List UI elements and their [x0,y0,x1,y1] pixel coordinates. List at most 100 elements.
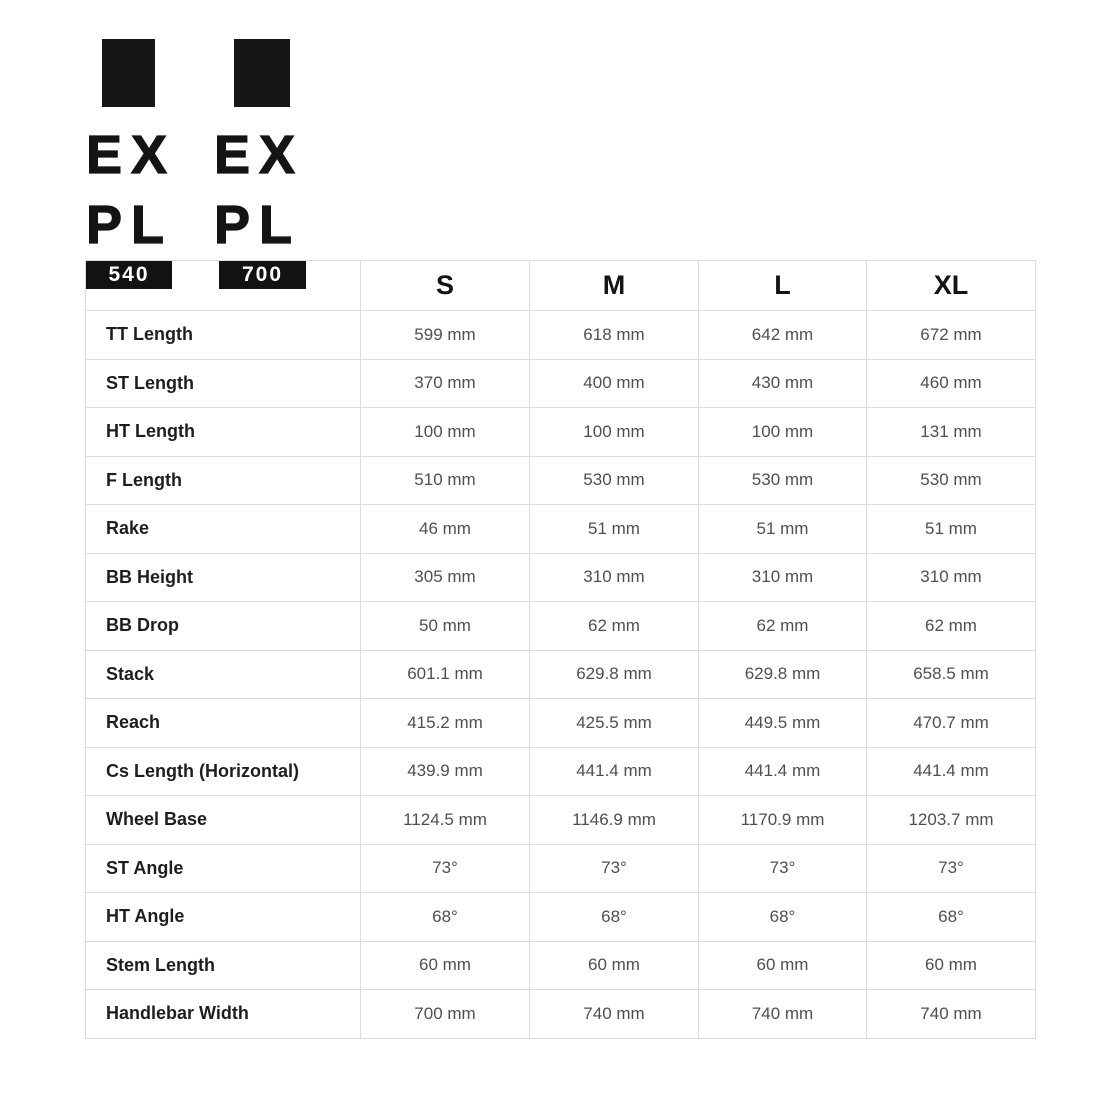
logo-wordmark-line2-700: PL [213,195,302,255]
cell-value: 658.5 mm [866,649,1036,699]
table-row: Handlebar Width 700 mm 740 mm 740 mm 740 mm [85,989,1036,1039]
cell-value: 60 mm [698,940,867,990]
row-label: Handlebar Width [85,989,361,1039]
cell-value: 51 mm [866,504,1036,554]
cell-value: 1146.9 mm [529,795,699,845]
size-column-header-xl: XL [866,260,1036,311]
cell-value: 68° [529,892,699,942]
model-badge-700: 700 [219,261,306,289]
table-row: Stem Length 60 mm 60 mm 60 mm 60 mm [85,940,1036,990]
cell-value: 629.8 mm [529,649,699,699]
row-label: ST Length [85,358,361,408]
row-label: Rake [85,504,361,554]
cell-value: 60 mm [529,940,699,990]
cell-value: 1124.5 mm [360,795,530,845]
cell-value: 62 mm [698,601,867,651]
cell-value: 672 mm [866,310,1036,360]
cell-value: 131 mm [866,407,1036,457]
cell-value: 46 mm [360,504,530,554]
table-row: Reach 415.2 mm 425.5 mm 449.5 mm 470.7 mm [85,698,1036,748]
cell-value: 700 mm [360,989,530,1039]
model-badge-540: 540 [86,261,172,289]
cell-value: 62 mm [866,601,1036,651]
cell-value: 1203.7 mm [866,795,1036,845]
row-label: TT Length [85,310,361,360]
cell-value: 599 mm [360,310,530,360]
row-label: HT Angle [85,892,361,942]
cell-value: 370 mm [360,358,530,408]
geometry-table: S M L XL TT Length 599 mm 618 mm 642 mm 672 mm S… [85,260,1036,1039]
table-row: ST Angle 73° 73° 73° 73° [85,843,1036,893]
cell-value: 73° [866,843,1036,893]
cell-value: 50 mm [360,601,530,651]
row-label: Reach [85,698,361,748]
cell-value: 441.4 mm [698,746,867,796]
table-row: TT Length 599 mm 618 mm 642 mm 672 mm [85,310,1036,360]
cell-value: 530 mm [698,455,867,505]
cell-value: 430 mm [698,358,867,408]
logo-wordmark-line2-540: PL [85,195,174,255]
cell-value: 441.4 mm [529,746,699,796]
cell-value: 642 mm [698,310,867,360]
table-row: Stack 601.1 mm 629.8 mm 629.8 mm 658.5 mm [85,649,1036,699]
cell-value: 100 mm [698,407,867,457]
table-row: Cs Length (Horizontal) 439.9 mm 441.4 mm 44… [85,746,1036,796]
cell-value: 740 mm [698,989,867,1039]
cell-value: 1170.9 mm [698,795,867,845]
logo-wordmark-line1-700: EX [213,125,305,185]
cell-value: 73° [360,843,530,893]
table-row: HT Length 100 mm 100 mm 100 mm 131 mm [85,407,1036,457]
cell-value: 73° [698,843,867,893]
table-row: F Length 510 mm 530 mm 530 mm 530 mm [85,455,1036,505]
cell-value: 530 mm [866,455,1036,505]
row-label: HT Length [85,407,361,457]
cell-value: 310 mm [698,552,867,602]
logo-wordmark-line1-540: EX [85,125,177,185]
cell-value: 60 mm [360,940,530,990]
cell-value: 400 mm [529,358,699,408]
cell-value: 100 mm [360,407,530,457]
cell-value: 740 mm [529,989,699,1039]
table-row: Wheel Base 1124.5 mm 1146.9 mm 1170.9 mm 120… [85,795,1036,845]
cell-value: 439.9 mm [360,746,530,796]
table-row: BB Height 305 mm 310 mm 310 mm 310 mm [85,552,1036,602]
cell-value: 68° [360,892,530,942]
table-row: ST Length 370 mm 400 mm 430 mm 460 mm [85,358,1036,408]
cell-value: 425.5 mm [529,698,699,748]
row-label: F Length [85,455,361,505]
cell-value: 68° [866,892,1036,942]
row-label: BB Height [85,552,361,602]
size-column-header-m: M [529,260,699,311]
size-column-header-l: L [698,260,867,311]
table-row: HT Angle 68° 68° 68° 68° [85,892,1036,942]
cell-value: 441.4 mm [866,746,1036,796]
row-label: Cs Length (Horizontal) [85,746,361,796]
cell-value: 629.8 mm [698,649,867,699]
row-label: Wheel Base [85,795,361,845]
row-label: BB Drop [85,601,361,651]
cell-value: 60 mm [866,940,1036,990]
table-row: BB Drop 50 mm 62 mm 62 mm 62 mm [85,601,1036,651]
cell-value: 601.1 mm [360,649,530,699]
row-label: ST Angle [85,843,361,893]
row-label: Stem Length [85,940,361,990]
size-column-header-s: S [360,260,530,311]
cell-value: 310 mm [529,552,699,602]
brand-logo-square-700 [234,39,290,107]
cell-value: 305 mm [360,552,530,602]
cell-value: 449.5 mm [698,698,867,748]
cell-value: 68° [698,892,867,942]
cell-value: 470.7 mm [866,698,1036,748]
brand-logo-square-540 [102,39,155,107]
row-label: Stack [85,649,361,699]
cell-value: 51 mm [529,504,699,554]
cell-value: 618 mm [529,310,699,360]
cell-value: 100 mm [529,407,699,457]
cell-value: 73° [529,843,699,893]
cell-value: 530 mm [529,455,699,505]
geometry-table-body: TT Length 599 mm 618 mm 642 mm 672 mm ST Leng… [85,310,1036,1039]
cell-value: 310 mm [866,552,1036,602]
cell-value: 415.2 mm [360,698,530,748]
cell-value: 51 mm [698,504,867,554]
